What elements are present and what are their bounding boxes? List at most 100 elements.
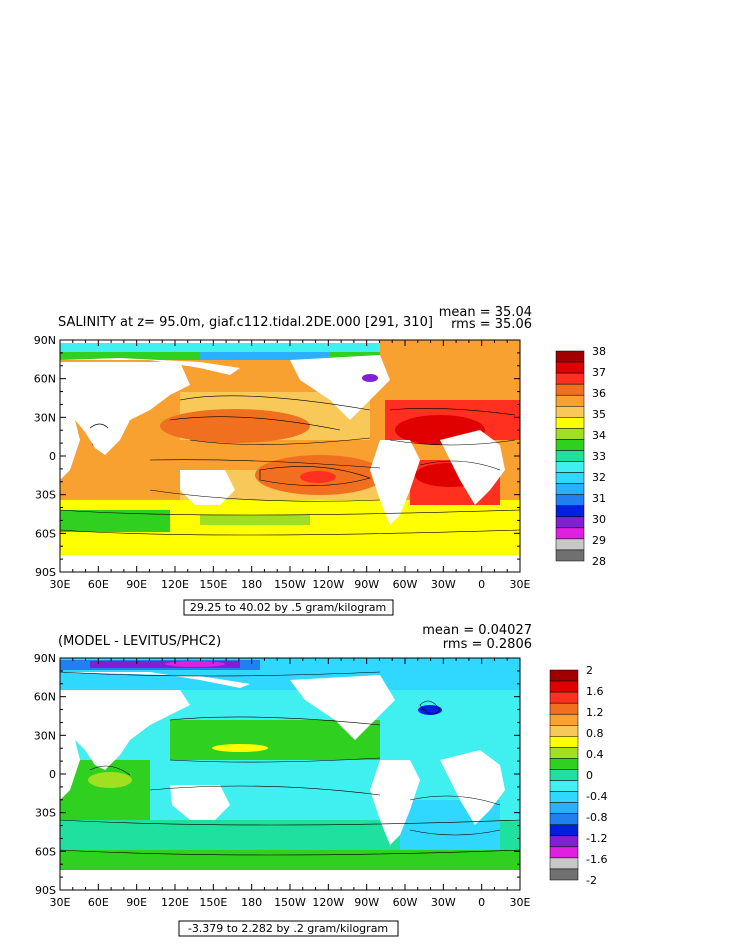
difference-range-label: -3.379 to 2.282 by .2 gram/kilogram	[188, 922, 388, 935]
colorbar-label: 31	[592, 492, 606, 505]
y-tick-label: 60N	[34, 691, 56, 704]
range-box	[178, 920, 399, 937]
asia-land	[60, 362, 190, 455]
colorbar-swatch	[549, 824, 579, 837]
x-tick-label: 30E	[50, 578, 71, 591]
x-tick-label: 60W	[393, 896, 418, 909]
x-tick-label: 90W	[354, 578, 379, 591]
salinity-mean: mean = 35.04	[439, 305, 532, 320]
colorbar-label: 34	[592, 429, 606, 442]
salinity-rms: rms = 35.06	[451, 317, 532, 332]
colorbar-label: -0.4	[586, 790, 607, 803]
eurasia-land	[60, 358, 240, 375]
y-tick-label: 90S	[35, 566, 56, 579]
x-tick-label: 120W	[312, 896, 344, 909]
x-tick-label: 60W	[393, 578, 418, 591]
x-tick-label: 0	[478, 578, 485, 591]
y-tick-label: 30S	[35, 807, 56, 820]
colorbar-label: 37	[592, 366, 606, 379]
colorbar-label: 33	[592, 450, 606, 463]
colorbar-label: 0	[586, 769, 593, 782]
x-tick-label: 150W	[274, 578, 306, 591]
x-tick-label: 0	[478, 896, 485, 909]
difference-title: (MODEL - LEVITUS/PHC2)	[58, 634, 221, 649]
x-tick-label: 30W	[431, 578, 456, 591]
difference-contours	[59, 671, 521, 856]
range-box	[183, 599, 394, 616]
hudson-bay	[362, 374, 378, 382]
difference-axes: 30E 60E 90E 120E 150E 180 150W 120W 90W 60W 30W 0 30…	[34, 652, 531, 909]
colorbar-swatch	[555, 450, 585, 462]
colorbar-swatch	[549, 736, 579, 748]
sp-core	[300, 471, 336, 483]
x-tick-label: 30E	[510, 578, 531, 591]
asia-land	[60, 690, 190, 770]
colorbar-label: 28	[592, 555, 606, 568]
x-tick-label: 150E	[199, 896, 227, 909]
colorbar-label: 36	[592, 387, 606, 400]
colorbar-label: 1.6	[586, 685, 604, 698]
colorbar-swatch	[555, 428, 585, 440]
colorbar-label: 30	[592, 513, 606, 526]
gulf-stream-min	[418, 705, 442, 715]
x-tick-label: 30E	[510, 896, 531, 909]
colorbar-swatch	[549, 747, 579, 759]
difference-panel: (MODEL - LEVITUS/PHC2) mean = 0.04027 rm…	[34, 623, 607, 937]
colorbar-swatch	[549, 680, 579, 693]
colorbar-label: 38	[592, 345, 606, 358]
y-tick-label: 0	[49, 768, 56, 781]
y-tick-label: 30N	[34, 729, 56, 742]
colorbar-label: 35	[592, 408, 606, 421]
colorbar-label: 0.4	[586, 748, 604, 761]
south-america-land	[370, 440, 420, 525]
colorbar-swatch	[549, 691, 579, 704]
north-america-land	[290, 355, 390, 420]
colorbar-swatch	[549, 669, 579, 682]
x-tick-label: 60E	[88, 896, 109, 909]
colorbar-label: 29	[592, 534, 606, 547]
north-atlantic	[380, 340, 520, 400]
salinity-map	[59, 339, 521, 573]
y-tick-label: 60N	[34, 373, 56, 386]
colorbar-swatch	[555, 406, 585, 418]
colorbar-swatch	[549, 835, 579, 848]
x-tick-label: 150W	[274, 896, 306, 909]
africa-land	[440, 750, 505, 825]
colorbar-label: 32	[592, 471, 606, 484]
colorbar-swatch	[555, 372, 585, 385]
colorbar-swatch	[555, 361, 585, 374]
arctic-low	[200, 352, 330, 362]
arctic-fresh	[60, 343, 380, 352]
salinity-range-label: 29.25 to 40.02 by .5 gram/kilogram	[190, 601, 386, 614]
y-tick-label: 90N	[34, 652, 56, 665]
australia-land	[180, 470, 235, 505]
colorbar-label: -2	[586, 874, 597, 887]
x-tick-label: 120E	[161, 578, 189, 591]
y-tick-label: 30S	[35, 489, 56, 502]
x-tick-label: 90W	[354, 896, 379, 909]
colorbar-swatch	[549, 780, 579, 792]
x-tick-label: 30W	[431, 896, 456, 909]
y-tick-label: 0	[49, 450, 56, 463]
x-tick-label: 180	[241, 578, 262, 591]
colorbar-label: 2	[586, 664, 593, 677]
colorbar-swatch	[549, 791, 579, 803]
colorbar-swatch	[549, 769, 579, 781]
colorbar-swatch	[549, 846, 579, 859]
colorbar-swatch	[555, 538, 585, 551]
southern-ocean-green-west	[60, 510, 170, 532]
africa-land	[440, 430, 505, 505]
antarctic-margin	[60, 540, 520, 555]
australia-land	[170, 785, 230, 820]
salinity-colorbar: 38 37 36 35 34 33 32 31 30 29 28	[555, 345, 606, 568]
x-tick-label: 60E	[88, 578, 109, 591]
colorbar-swatch	[555, 461, 585, 473]
colorbar-label: -0.8	[586, 811, 607, 824]
colorbar-label: -1.2	[586, 832, 607, 845]
colorbar-swatch	[555, 549, 585, 562]
colorbar-swatch	[549, 813, 579, 825]
arctic-min	[165, 661, 225, 667]
antarctic-margin	[60, 850, 520, 870]
y-tick-label: 60S	[35, 527, 56, 540]
